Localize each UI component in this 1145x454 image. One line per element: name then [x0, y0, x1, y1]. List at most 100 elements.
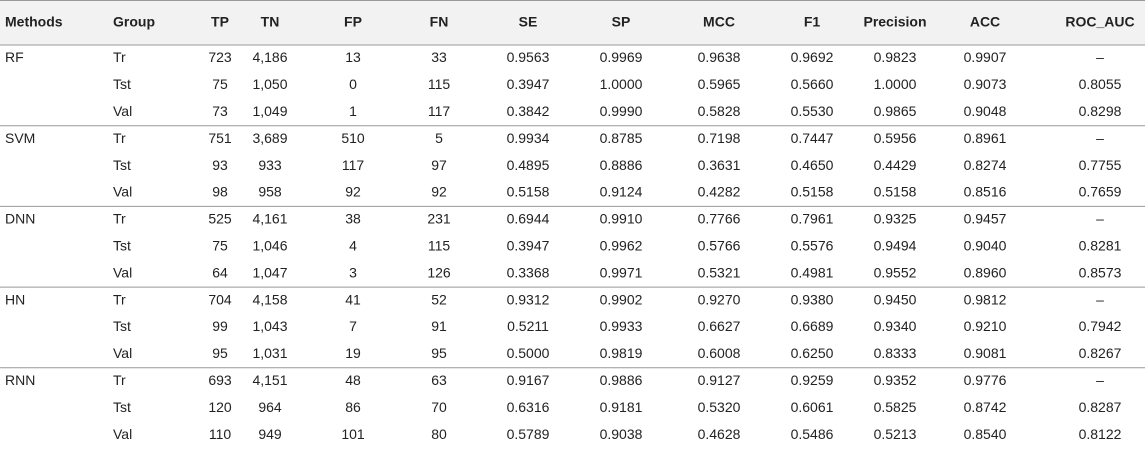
value-cell: 4,151 — [252, 372, 287, 388]
value-cell: 0.8122 — [1079, 426, 1122, 442]
group-cell: Tst — [113, 399, 131, 415]
value-cell: 0.3631 — [698, 157, 741, 173]
value-cell: 0.8961 — [964, 130, 1007, 146]
value-cell: 97 — [431, 157, 447, 173]
value-cell: 70 — [431, 399, 447, 415]
method-cell: DNN — [5, 211, 35, 227]
value-cell: 0.7659 — [1079, 184, 1122, 200]
value-cell: 75 — [212, 237, 228, 253]
value-cell: 73 — [212, 103, 228, 119]
value-cell: 52 — [431, 291, 447, 307]
value-cell: 0.9352 — [874, 372, 917, 388]
value-cell: 0.7942 — [1079, 318, 1122, 334]
value-cell: 0.8274 — [964, 157, 1007, 173]
value-cell: 0.8516 — [964, 184, 1007, 200]
value-cell: 1,046 — [252, 237, 287, 253]
value-cell: 0.8267 — [1079, 345, 1122, 361]
value-cell: 48 — [345, 372, 361, 388]
value-cell: 0.5576 — [791, 237, 834, 253]
value-cell: 0.9552 — [874, 264, 917, 280]
value-cell: 1,047 — [252, 264, 287, 280]
value-cell: 0.9907 — [964, 49, 1007, 65]
value-cell: 0.9638 — [698, 49, 741, 65]
value-cell: 0.4981 — [791, 264, 834, 280]
value-cell: 0.8785 — [600, 130, 643, 146]
value-cell: 0.9450 — [874, 291, 917, 307]
group-cell: Tr — [113, 291, 126, 307]
value-cell: 0.3947 — [507, 237, 550, 253]
value-cell: 0.9124 — [600, 184, 643, 200]
value-cell: 0.5825 — [874, 399, 917, 415]
value-cell: 0.5000 — [507, 345, 550, 361]
value-cell: 19 — [345, 345, 361, 361]
value-cell: 120 — [208, 399, 232, 415]
value-cell: 0.4282 — [698, 184, 741, 200]
value-cell: 0.3842 — [507, 103, 550, 119]
header-background — [0, 0, 1145, 45]
method-cell: RF — [5, 49, 24, 65]
value-cell: 1,050 — [252, 76, 287, 92]
value-cell: 38 — [345, 211, 361, 227]
group-cell: Tst — [113, 157, 131, 173]
value-cell: 0.5766 — [698, 237, 741, 253]
value-cell: 126 — [427, 264, 451, 280]
column-header: ROC_AUC — [1065, 14, 1134, 30]
value-cell: 0.5530 — [791, 103, 834, 119]
method-cell: HN — [5, 291, 25, 307]
value-cell: 0.5660 — [791, 76, 834, 92]
value-cell: 86 — [345, 399, 361, 415]
value-cell: 110 — [209, 426, 232, 442]
value-cell: 751 — [208, 130, 232, 146]
value-cell: 64 — [212, 264, 228, 280]
value-cell: 0.5320 — [698, 399, 741, 415]
column-header: TP — [211, 14, 229, 30]
value-cell: 0.5965 — [698, 76, 741, 92]
value-cell: 0.5956 — [874, 130, 917, 146]
value-cell: – — [1096, 291, 1104, 307]
value-cell: 0.9259 — [791, 372, 834, 388]
value-cell: 0.9563 — [507, 49, 550, 65]
value-cell: 0.7766 — [698, 211, 741, 227]
value-cell: 41 — [345, 291, 361, 307]
value-cell: 0.9038 — [600, 426, 643, 442]
value-cell: 4,161 — [252, 211, 287, 227]
value-cell: 0.6250 — [791, 345, 834, 361]
value-cell: 115 — [428, 237, 451, 253]
value-cell: 0.7755 — [1079, 157, 1122, 173]
value-cell: 964 — [258, 399, 282, 415]
value-cell: – — [1096, 211, 1104, 227]
value-cell: 91 — [431, 318, 447, 334]
value-cell: 958 — [258, 184, 282, 200]
value-cell: 5 — [435, 130, 443, 146]
value-cell: 0.9971 — [600, 264, 643, 280]
value-cell: 3,689 — [252, 130, 287, 146]
group-cell: Tr — [113, 130, 126, 146]
value-cell: 0.5211 — [507, 318, 549, 334]
value-cell: 0.9902 — [600, 291, 643, 307]
value-cell: 0.9812 — [964, 291, 1007, 307]
method-cell: SVM — [5, 130, 35, 146]
value-cell: 0.9823 — [874, 49, 917, 65]
value-cell: 0.3368 — [507, 264, 550, 280]
value-cell: 0.9048 — [964, 103, 1007, 119]
value-cell: 525 — [208, 211, 232, 227]
value-cell: 0.8540 — [964, 426, 1007, 442]
value-cell: 1,049 — [252, 103, 287, 119]
value-cell: 95 — [431, 345, 447, 361]
value-cell: 0.8281 — [1079, 237, 1122, 253]
value-cell: 115 — [428, 76, 451, 92]
value-cell: – — [1096, 372, 1104, 388]
value-cell: 0.6061 — [791, 399, 834, 415]
value-cell: 117 — [428, 103, 451, 119]
value-cell: 0.6944 — [507, 211, 550, 227]
column-header: F1 — [804, 14, 821, 30]
value-cell: 0.6689 — [791, 318, 834, 334]
value-cell: 0.8287 — [1079, 399, 1122, 415]
group-cell: Val — [113, 426, 132, 442]
value-cell: 0.4628 — [698, 426, 741, 442]
value-cell: 99 — [212, 318, 228, 334]
value-cell: 704 — [208, 291, 232, 307]
value-cell: 0.9776 — [964, 372, 1007, 388]
column-header: FP — [344, 14, 362, 30]
